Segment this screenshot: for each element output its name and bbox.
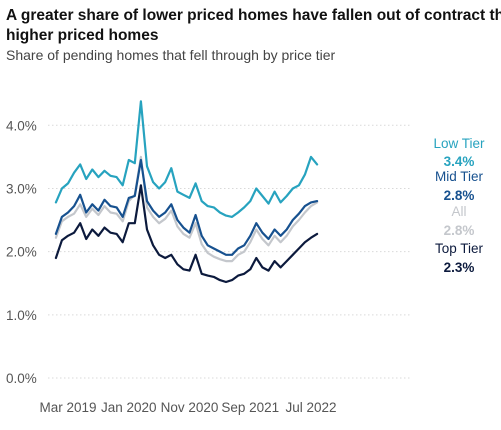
series-line-low-tier bbox=[54, 100, 319, 218]
series-value-top-tier: 2.3% bbox=[444, 260, 475, 275]
chart-subtitle: Share of pending homes that fell through… bbox=[6, 47, 336, 63]
y-tick-label: 0.0% bbox=[6, 371, 37, 386]
series-label-all: All bbox=[451, 204, 466, 219]
series-line-mid-tier bbox=[54, 158, 319, 256]
series-line-top-tier bbox=[54, 184, 319, 284]
x-tick-label: Mar 2019 bbox=[39, 400, 96, 415]
chart-title: A greater share of lower priced homes ha… bbox=[6, 7, 501, 44]
x-tick-label: Jan 2020 bbox=[101, 400, 157, 415]
series-value-mid-tier: 2.8% bbox=[444, 188, 475, 203]
series-label-low-tier: Low Tier bbox=[433, 136, 485, 151]
series-value-all: 2.8% bbox=[444, 223, 475, 238]
series-line-all bbox=[54, 155, 319, 263]
y-tick-label: 3.0% bbox=[6, 181, 37, 196]
chart-title-line-2: higher priced homes bbox=[6, 27, 158, 44]
y-axis-ticks: 0.0% 1.0% 2.0% 3.0% 4.0% bbox=[6, 118, 37, 386]
x-tick-label: Jul 2022 bbox=[285, 400, 336, 415]
x-tick-label: Sep 2021 bbox=[221, 400, 279, 415]
series-label-mid-tier: Mid Tier bbox=[435, 169, 484, 184]
chart-title-line-1: A greater share of lower priced homes ha… bbox=[6, 7, 501, 24]
y-tick-label: 1.0% bbox=[6, 308, 37, 323]
x-axis-ticks: Mar 2019 Jan 2020 Nov 2020 Sep 2021 Jul 2022 bbox=[39, 400, 336, 415]
series-value-low-tier: 3.4% bbox=[444, 154, 475, 169]
y-tick-label: 2.0% bbox=[6, 245, 37, 260]
y-tick-label: 4.0% bbox=[6, 118, 37, 133]
series-label-top-tier: Top Tier bbox=[435, 241, 484, 256]
x-tick-label: Nov 2020 bbox=[161, 400, 219, 415]
series-lines bbox=[54, 100, 319, 284]
gridlines bbox=[48, 124, 412, 379]
